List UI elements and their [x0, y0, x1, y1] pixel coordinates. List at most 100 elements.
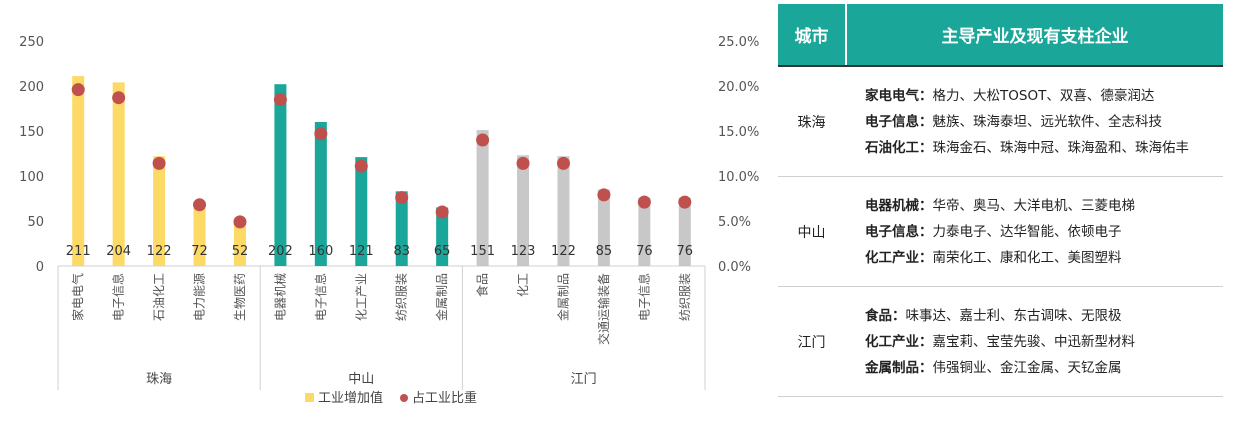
- category-label: 金属制品: [555, 273, 570, 321]
- y-right-tick-label: 15.0%: [718, 125, 759, 140]
- y-right-tick-label: 0.0%: [718, 260, 751, 275]
- ratio-point: [314, 127, 328, 141]
- category-label: 电器机械: [272, 273, 287, 321]
- category-label: 食品: [475, 273, 490, 297]
- industry-category: 电子信息：: [865, 223, 933, 240]
- industry-line: 石油化工：珠海金石、珠海中冠、珠海盈和、珠海佑丰: [865, 135, 1223, 161]
- industry-category: 食品：: [865, 307, 906, 324]
- data-label: 202: [268, 244, 293, 259]
- industry-companies: 魅族、珠海泰坦、远光软件、全志科技: [932, 113, 1163, 130]
- industry-line: 化工产业：南荣化工、康和化工、美图塑料: [865, 245, 1223, 271]
- data-label: 85: [596, 244, 613, 259]
- y-left-tick-label: 50: [27, 215, 44, 230]
- industry-companies: 华帝、奥马、大洋电机、三菱电梯: [932, 197, 1136, 214]
- industry-category: 电器机械：: [865, 197, 933, 214]
- table-row: 珠海 家电电气：格力、大松TOSOT、双喜、德豪润达 电子信息：魅族、珠海泰坦、远光…: [778, 67, 1223, 177]
- bar: [678, 197, 691, 266]
- category-label: 化工: [516, 273, 530, 297]
- legend-bar-label: 工业增加值: [318, 390, 383, 406]
- table-row: 江门 食品：味事达、嘉士利、东古调味、无限极 化工产业：嘉宝莉、宝莹先骏、中迅新型材…: [778, 287, 1223, 397]
- ratio-point: [516, 156, 530, 170]
- city-cell: 江门: [797, 334, 826, 351]
- bar: [193, 201, 206, 266]
- y-left-tick-label: 150: [19, 125, 44, 140]
- data-label: 151: [470, 244, 495, 259]
- category-label: 电力能源: [193, 273, 207, 321]
- category-label: 电子信息: [111, 273, 126, 321]
- table-body: 珠海 家电电气：格力、大松TOSOT、双喜、德豪润达 电子信息：魅族、珠海泰坦、远光…: [778, 67, 1223, 397]
- y-right-tick-label: 10.0%: [718, 170, 759, 185]
- industry-companies: 南荣化工、康和化工、美图塑料: [932, 249, 1122, 266]
- industry-lines: 家电电气：格力、大松TOSOT、双喜、德豪润达电子信息：魅族、珠海泰坦、远光软件…: [845, 67, 1223, 176]
- ratio-point: [637, 195, 651, 209]
- group-label: 珠海: [146, 372, 172, 387]
- data-label: 83: [393, 244, 410, 259]
- industry-category: 金属制品：: [865, 359, 933, 376]
- bar: [436, 207, 449, 266]
- industry-line: 家电电气：格力、大松TOSOT、双喜、德豪润达: [865, 83, 1223, 109]
- city-cell: 中山: [797, 224, 826, 241]
- industry-category: 化工产业：: [865, 333, 933, 350]
- data-label: 122: [147, 244, 172, 259]
- ratio-point: [354, 159, 368, 173]
- legend-dot-label: 占工业比重: [412, 390, 477, 406]
- industry-lines: 食品：味事达、嘉士利、东古调味、无限极 化工产业：嘉宝莉、宝莹先骏、中迅新型材料金…: [845, 287, 1223, 396]
- y-left-tick-label: 0: [36, 260, 44, 275]
- bar: [274, 84, 287, 266]
- ratio-point: [678, 195, 692, 209]
- industry-category: 化工产业：: [865, 249, 933, 266]
- bar: [314, 122, 327, 266]
- ratio-point: [152, 156, 166, 170]
- industry-companies: 伟强铜业、金江金属、天钇金属: [932, 359, 1122, 376]
- industry-table: 城市 主导产业及现有支柱企业 珠海 家电电气：格力、大松TOSOT、双喜、德豪润达…: [778, 4, 1223, 397]
- industry-companies: 珠海金石、珠海中冠、珠海盈和、珠海佑丰: [932, 139, 1190, 156]
- ratio-point: [193, 198, 207, 212]
- industry-companies: 格力、大松TOSOT、双喜、德豪润达: [932, 87, 1155, 104]
- data-label: 204: [106, 244, 131, 259]
- bar: [72, 76, 85, 266]
- category-label: 家电电气: [70, 273, 85, 321]
- ratio-point: [233, 215, 247, 229]
- industry-companies: 嘉宝莉、宝莹先骏、中迅新型材料: [932, 333, 1136, 350]
- category-label: 纺织服装: [395, 273, 409, 321]
- group-label: 江门: [571, 372, 597, 387]
- y-left-tick-label: 100: [19, 170, 44, 185]
- category-label: 电子信息: [313, 273, 328, 321]
- data-label: 72: [191, 244, 208, 259]
- bar: [112, 82, 125, 267]
- bar: [638, 197, 651, 266]
- industry-line: 金属制品：伟强铜业、金江金属、天钇金属: [865, 355, 1223, 381]
- data-label: 76: [677, 244, 694, 259]
- industry-category: 电子信息：: [865, 113, 933, 130]
- bar: [597, 189, 610, 266]
- data-label: 52: [232, 244, 249, 259]
- data-label: 123: [511, 244, 536, 259]
- category-label: 交通运输装备: [596, 273, 611, 345]
- bar: [233, 219, 246, 266]
- industry-line: 食品：味事达、嘉士利、东古调味、无限极: [865, 303, 1223, 329]
- category-label: 电子信息: [636, 273, 651, 321]
- header-city: 城市: [778, 4, 847, 65]
- industry-line: 化工产业：嘉宝莉、宝莹先骏、中迅新型材料: [865, 329, 1223, 355]
- ratio-point: [71, 83, 85, 97]
- legend-bar-swatch: [305, 393, 314, 402]
- bar: [395, 191, 408, 266]
- category-label: 化工产业: [354, 273, 368, 321]
- industry-category: 家电电气：: [865, 87, 933, 104]
- y-left-tick-label: 200: [19, 80, 44, 95]
- bar: [355, 157, 368, 266]
- data-label: 122: [551, 244, 576, 259]
- industry-category: 石油化工：: [865, 139, 933, 156]
- category-label: 金属制品: [434, 273, 449, 321]
- data-label: 121: [349, 244, 374, 259]
- data-label: 76: [636, 244, 653, 259]
- industry-companies: 味事达、嘉士利、东古调味、无限极: [905, 307, 1122, 324]
- header-industries: 主导产业及现有支柱企业: [941, 27, 1129, 47]
- ratio-point: [273, 93, 287, 106]
- table-row: 中山 电器机械：华帝、奥马、大洋电机、三菱电梯电子信息：力泰电子、达华智能、依顿电…: [778, 177, 1223, 287]
- bar: [153, 156, 166, 266]
- industry-companies: 力泰电子、达华智能、依顿电子: [932, 223, 1122, 240]
- ratio-point: [112, 91, 126, 105]
- ratio-point: [435, 205, 449, 219]
- bar: [476, 130, 489, 266]
